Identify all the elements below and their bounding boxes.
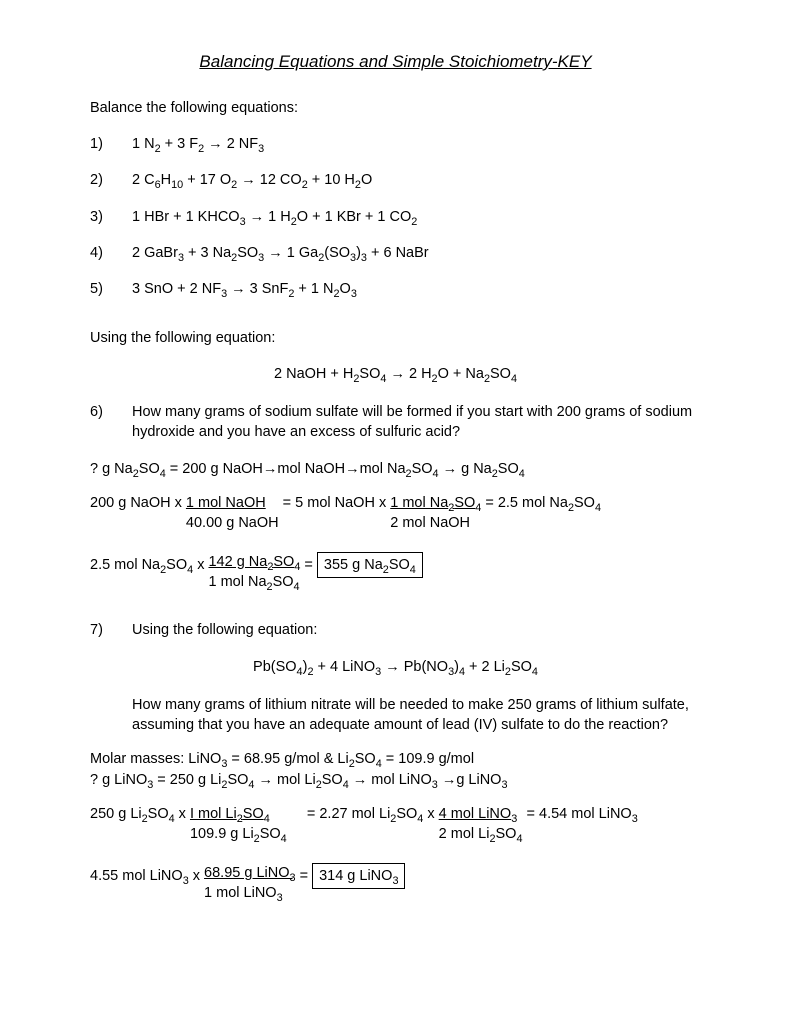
- q7-calculation-2: 4.55 mol LiNO3 x 68.95 g LiNO3 1 mol LiN…: [90, 863, 701, 904]
- fraction-denominator: 40.00 g NaOH: [186, 513, 279, 533]
- fraction-numerator: I mol Li2SO4: [190, 804, 287, 824]
- q7-equation: Pb(SO4)2 + 4 LiNO3 → Pb(NO3)4 + 2 Li2SO4: [90, 657, 701, 677]
- fraction: 142 g Na2SO4 1 mol Na2SO4: [208, 552, 300, 593]
- fraction-denominator: 109.9 g Li2SO4: [190, 824, 287, 844]
- equation-body: 2 GaBr3 + 3 Na2SO3 → 1 Ga2(SO3)3 + 6 NaB…: [132, 243, 701, 263]
- q6-calculation-2: 2.5 mol Na2SO4 x 142 g Na2SO4 1 mol Na2S…: [90, 552, 701, 593]
- q6-calculation-1: 200 g NaOH x 1 mol NaOH 40.00 g NaOH = 5…: [90, 493, 701, 534]
- calc-eq: =: [300, 557, 317, 573]
- q7-calculation-1: 250 g Li2SO4 x I mol Li2SO4109.9 g Li2SO…: [90, 804, 701, 845]
- equation-number: 2): [90, 170, 132, 190]
- equation-body: 1 HBr + 1 KHCO3 → 1 H2O + 1 KBr + 1 CO2: [132, 207, 701, 227]
- question-row: 6) How many grams of sodium sulfate will…: [90, 402, 701, 443]
- calc-lead: 4.55 mol LiNO3 x: [90, 868, 204, 884]
- equation-row: 3) 1 HBr + 1 KHCO3 → 1 H2O + 1 KBr + 1 C…: [90, 207, 701, 227]
- fraction-numerator: 4 mol LiNO3: [439, 804, 523, 824]
- fraction-numerator: 1 mol NaOH: [186, 493, 279, 513]
- equation-body: 2 C6H10 + 17 O2 → 12 CO2 + 10 H2O: [132, 170, 701, 190]
- q7-molar-masses: Molar masses: LiNO3 = 68.95 g/mol & Li2S…: [90, 749, 701, 769]
- equation-number: 3): [90, 207, 132, 227]
- question-row: 7) Using the following equation:: [90, 620, 701, 640]
- calc-lead: 200 g NaOH x: [90, 495, 186, 511]
- q6-answer-box: 355 g Na2SO4: [317, 552, 423, 578]
- fraction-denominator: 1 mol LiNO3: [204, 883, 296, 903]
- q6-equation: 2 NaOH + H2SO4 → 2 H2O + Na2SO4: [90, 364, 701, 384]
- fraction: I mol Li2SO4109.9 g Li2SO4: [190, 804, 287, 845]
- calc-tail: = 4.54 mol LiNO3: [522, 806, 637, 822]
- q6-plan: ? g Na2SO4 = 200 g NaOH→mol NaOH→mol Na2…: [90, 459, 701, 479]
- fraction: 1 mol Na2SO42 mol NaOH: [390, 493, 481, 534]
- fraction-numerator: 142 g Na2SO4: [208, 552, 300, 572]
- balance-instruction: Balance the following equations:: [90, 98, 701, 118]
- equation-body: 3 SnO + 2 NF3 → 3 SnF2 + 1 N2O3: [132, 279, 701, 299]
- q7-plan: ? g LiNO3 = 250 g Li2SO4 → mol Li2SO4 → …: [90, 770, 701, 790]
- fraction-denominator: 2 mol NaOH: [390, 513, 481, 533]
- fraction: 4 mol LiNO32 mol Li2SO4: [439, 804, 523, 845]
- equation-row: 4) 2 GaBr3 + 3 Na2SO3 → 1 Ga2(SO3)3 + 6 …: [90, 243, 701, 263]
- equation-number: 4): [90, 243, 132, 263]
- question-number: 6): [90, 402, 132, 443]
- question-text: How many grams of sodium sulfate will be…: [132, 402, 701, 443]
- equation-row: 1) 1 N2 + 3 F2 → 2 NF3: [90, 134, 701, 154]
- equation-number: 1): [90, 134, 132, 154]
- calc-lead: 2.5 mol Na2SO4 x: [90, 557, 208, 573]
- q7-using-label: Using the following equation:: [132, 620, 701, 640]
- fraction-denominator: 2 mol Li2SO4: [439, 824, 523, 844]
- fraction-numerator: 1 mol Na2SO4: [390, 493, 481, 513]
- equation-number: 5): [90, 279, 132, 299]
- question-number: 7): [90, 620, 132, 640]
- using-equation-label: Using the following equation:: [90, 328, 701, 348]
- fraction-denominator: 1 mol Na2SO4: [208, 572, 300, 592]
- calc-mid: = 5 mol NaOH x: [279, 495, 391, 511]
- fraction: 1 mol NaOH 40.00 g NaOH: [186, 493, 279, 534]
- page-title: Balancing Equations and Simple Stoichiom…: [90, 50, 701, 74]
- calc-eq: =: [296, 868, 313, 884]
- document-page: Balancing Equations and Simple Stoichiom…: [0, 0, 791, 1024]
- fraction: 68.95 g LiNO3 1 mol LiNO3: [204, 863, 296, 904]
- q7-answer-box: 314 g LiNO3: [312, 863, 405, 889]
- calc-tail: = 2.5 mol Na2SO4: [481, 495, 601, 511]
- calc-mid: = 2.27 mol Li2SO4 x: [287, 806, 439, 822]
- equation-row: 5) 3 SnO + 2 NF3 → 3 SnF2 + 1 N2O3: [90, 279, 701, 299]
- fraction-numerator: 68.95 g LiNO3: [204, 863, 296, 883]
- calc-lead: 250 g Li2SO4 x: [90, 806, 190, 822]
- equation-body: 1 N2 + 3 F2 → 2 NF3: [132, 134, 701, 154]
- equation-row: 2) 2 C6H10 + 17 O2 → 12 CO2 + 10 H2O: [90, 170, 701, 190]
- q7-question-text: How many grams of lithium nitrate will b…: [132, 695, 701, 736]
